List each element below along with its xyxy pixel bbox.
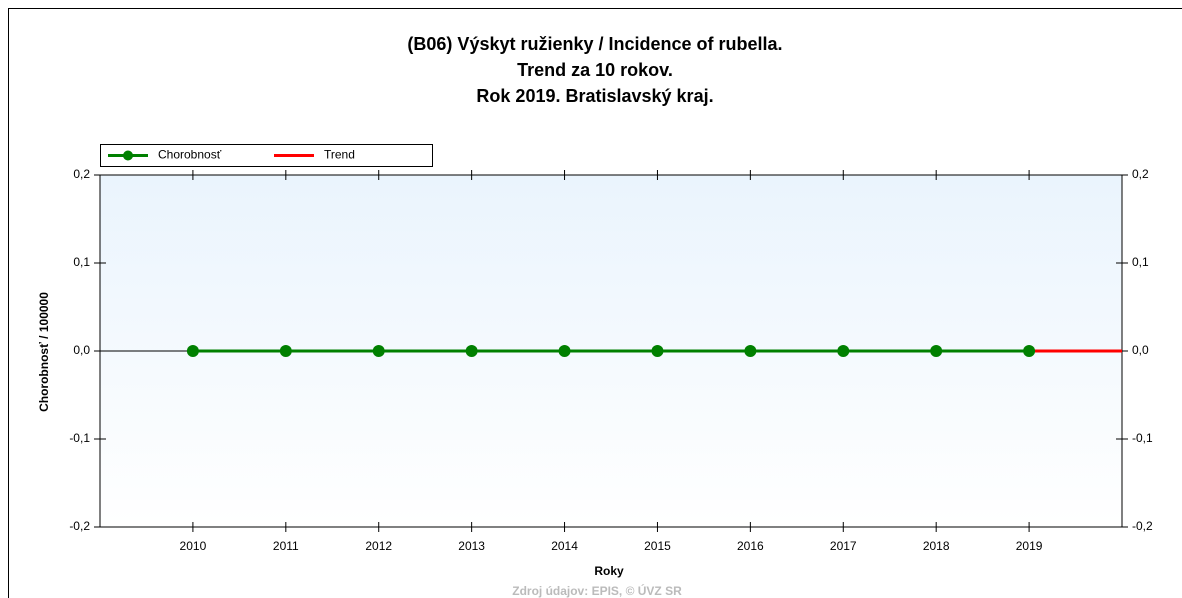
marker xyxy=(930,345,943,357)
y-tick-label: -0,1 xyxy=(69,431,90,445)
y-tick-label: 0,0 xyxy=(73,343,90,357)
chart-title: Trend za 10 rokov. xyxy=(517,60,673,80)
marker xyxy=(465,345,478,357)
x-tick-label: 2018 xyxy=(923,539,950,553)
chart-title: Rok 2019. Bratislavský kraj. xyxy=(476,86,713,106)
x-tick-label: 2013 xyxy=(458,539,485,553)
marker xyxy=(1023,345,1036,357)
source: Zdroj údajov: EPIS, © ÚVZ SR xyxy=(512,583,682,598)
y-axis-label: Chorobnosť / 100000 xyxy=(37,292,51,412)
y2-tick-label: 0,2 xyxy=(1132,167,1149,181)
legend-box xyxy=(100,144,433,167)
x-tick-label: 2017 xyxy=(830,539,857,553)
x-tick-label: 2011 xyxy=(273,539,299,553)
y-tick-label: 0,2 xyxy=(73,167,90,181)
marker xyxy=(837,345,850,357)
x-tick-label: 2019 xyxy=(1016,539,1043,553)
y-tick-label: -0,2 xyxy=(69,519,90,533)
x-axis-label: Roky xyxy=(594,564,624,578)
marker xyxy=(558,345,571,357)
marker xyxy=(651,345,664,357)
y2-tick-label: -0,1 xyxy=(1132,431,1153,445)
y2-tick-label: 0,0 xyxy=(1132,343,1149,357)
y2-tick-label: -0,2 xyxy=(1132,519,1153,533)
x-tick-label: 2010 xyxy=(180,539,207,553)
marker xyxy=(744,345,757,357)
chart-title: (B06) Výskyt ružienky / Incidence of rub… xyxy=(407,34,782,54)
marker xyxy=(186,345,199,357)
legend-marker xyxy=(123,150,133,161)
x-tick-label: 2014 xyxy=(551,539,578,553)
x-tick-label: 2015 xyxy=(644,539,671,553)
legend-label: Trend xyxy=(324,148,355,162)
x-tick-label: 2012 xyxy=(365,539,392,553)
y-tick-label: 0,1 xyxy=(73,255,90,269)
legend-label: Chorobnosť xyxy=(158,148,222,162)
x-tick-label: 2016 xyxy=(737,539,764,553)
marker xyxy=(279,345,292,357)
marker xyxy=(372,345,385,357)
y2-tick-label: 0,1 xyxy=(1132,255,1149,269)
